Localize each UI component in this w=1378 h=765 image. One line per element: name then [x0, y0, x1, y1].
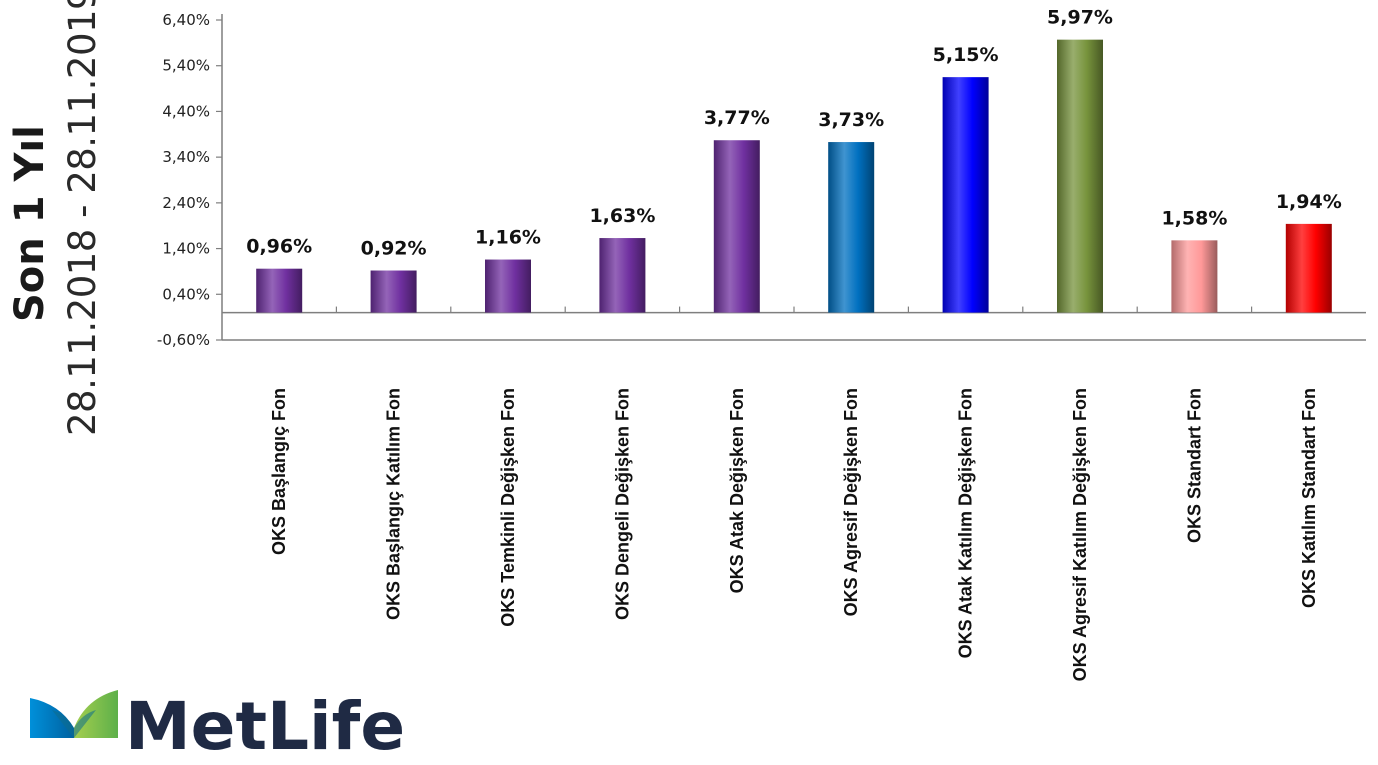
bar	[1171, 240, 1218, 313]
category-label: OKS Başlangıç Fon	[269, 388, 289, 555]
category-label: OKS Agresif Değişken Fon	[841, 388, 861, 616]
bar	[1285, 223, 1332, 313]
category-label: OKS Başlangıç Katılım Fon	[384, 388, 404, 620]
y-tick-label: 3,40%	[162, 148, 210, 166]
y-tick-label: -0,60%	[157, 331, 210, 349]
y-tick-label: 2,40%	[162, 194, 210, 212]
bar	[370, 270, 417, 313]
category-label: OKS Dengeli Değişken Fon	[612, 388, 632, 620]
category-label: OKS Atak Değişken Fon	[727, 388, 747, 593]
y-tick-label: 1,40%	[162, 240, 210, 258]
bar	[828, 142, 875, 313]
bar	[1057, 39, 1103, 313]
data-label: 1,94%	[1276, 191, 1342, 213]
category-label: OKS Katılım Standart Fon	[1299, 388, 1319, 608]
y-tick-label: 0,40%	[162, 285, 210, 303]
bar	[599, 238, 646, 313]
brand-name: MetLife	[125, 688, 406, 765]
category-label: OKS Agresif Katılım Değişken Fon	[1070, 388, 1090, 681]
data-label: 1,16%	[475, 227, 541, 249]
data-label: 5,15%	[933, 44, 999, 66]
data-label: 0,96%	[246, 236, 312, 258]
category-label: OKS Standart Fon	[1184, 388, 1204, 543]
category-label: OKS Temkinli Değişken Fon	[498, 388, 518, 627]
data-label: 3,73%	[818, 109, 884, 131]
data-label: 1,58%	[1161, 207, 1227, 229]
data-label: 3,77%	[704, 107, 770, 129]
data-label: 5,97%	[1047, 7, 1113, 29]
category-label: OKS Atak Katılım Değişken Fon	[956, 388, 976, 658]
bar	[713, 140, 760, 313]
data-label: 0,92%	[361, 238, 427, 260]
y-tick-label: 5,40%	[162, 57, 210, 75]
metlife-logo-icon	[30, 690, 118, 738]
data-label: 1,63%	[589, 205, 655, 227]
returns-bar-chart: -0,60% 0,40% 1,40% 2,40% 3,40% 4,40% 5,40% 6,40…	[157, 7, 1366, 681]
bar	[485, 259, 531, 313]
bar	[942, 77, 989, 313]
y-tick-label: 4,40%	[162, 102, 210, 120]
bar	[256, 268, 303, 313]
y-tick-label: 6,40%	[162, 11, 210, 29]
